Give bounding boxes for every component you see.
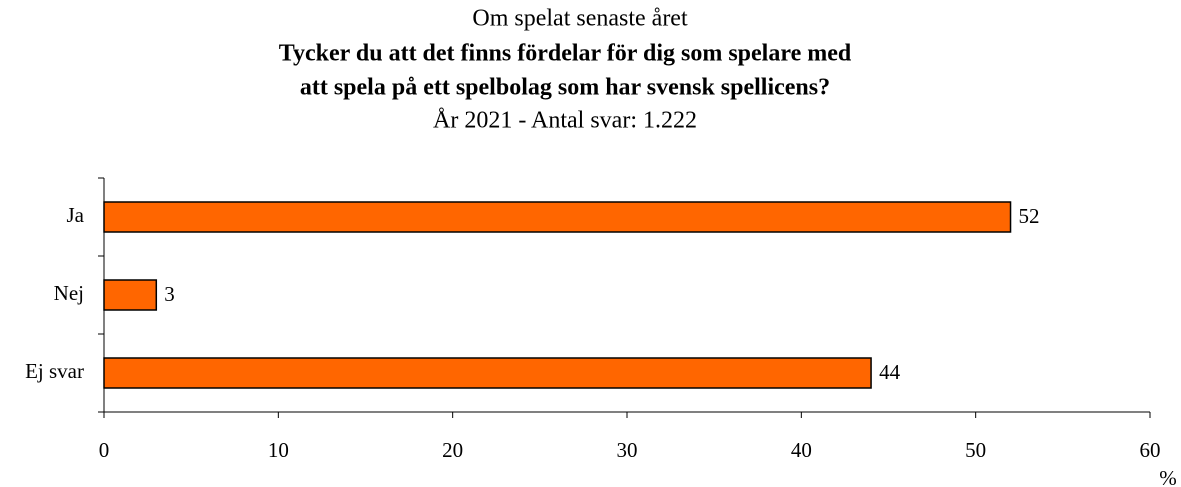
x-tick-label: 20 xyxy=(442,438,463,462)
x-tick-label: 10 xyxy=(268,438,289,462)
data-label: 52 xyxy=(1019,204,1040,228)
x-tick-label: 40 xyxy=(791,438,812,462)
chart-subtitle: År 2021 - Antal svar: 1.222 xyxy=(433,108,697,134)
y-tick-label: Nej xyxy=(54,281,84,305)
chart-title: Tycker du att det finns fördelar för dig… xyxy=(279,41,852,67)
x-tick-label: 60 xyxy=(1140,438,1161,462)
x-tick-label: 50 xyxy=(965,438,986,462)
y-tick-label: Ja xyxy=(67,203,85,227)
bar xyxy=(103,201,1012,233)
data-label: 44 xyxy=(879,360,901,384)
chart-supertitle: Om spelat senaste året xyxy=(472,6,688,32)
x-tick-label: 30 xyxy=(617,438,638,462)
y-tick-label: Ej svar xyxy=(25,359,84,383)
bar xyxy=(103,357,872,389)
x-axis-label: % xyxy=(1159,466,1177,487)
chart-title: att spela på ett spelbolag som har svens… xyxy=(300,75,830,101)
x-tick-label: 0 xyxy=(99,438,110,462)
data-label: 3 xyxy=(164,282,175,306)
bar xyxy=(103,279,158,311)
